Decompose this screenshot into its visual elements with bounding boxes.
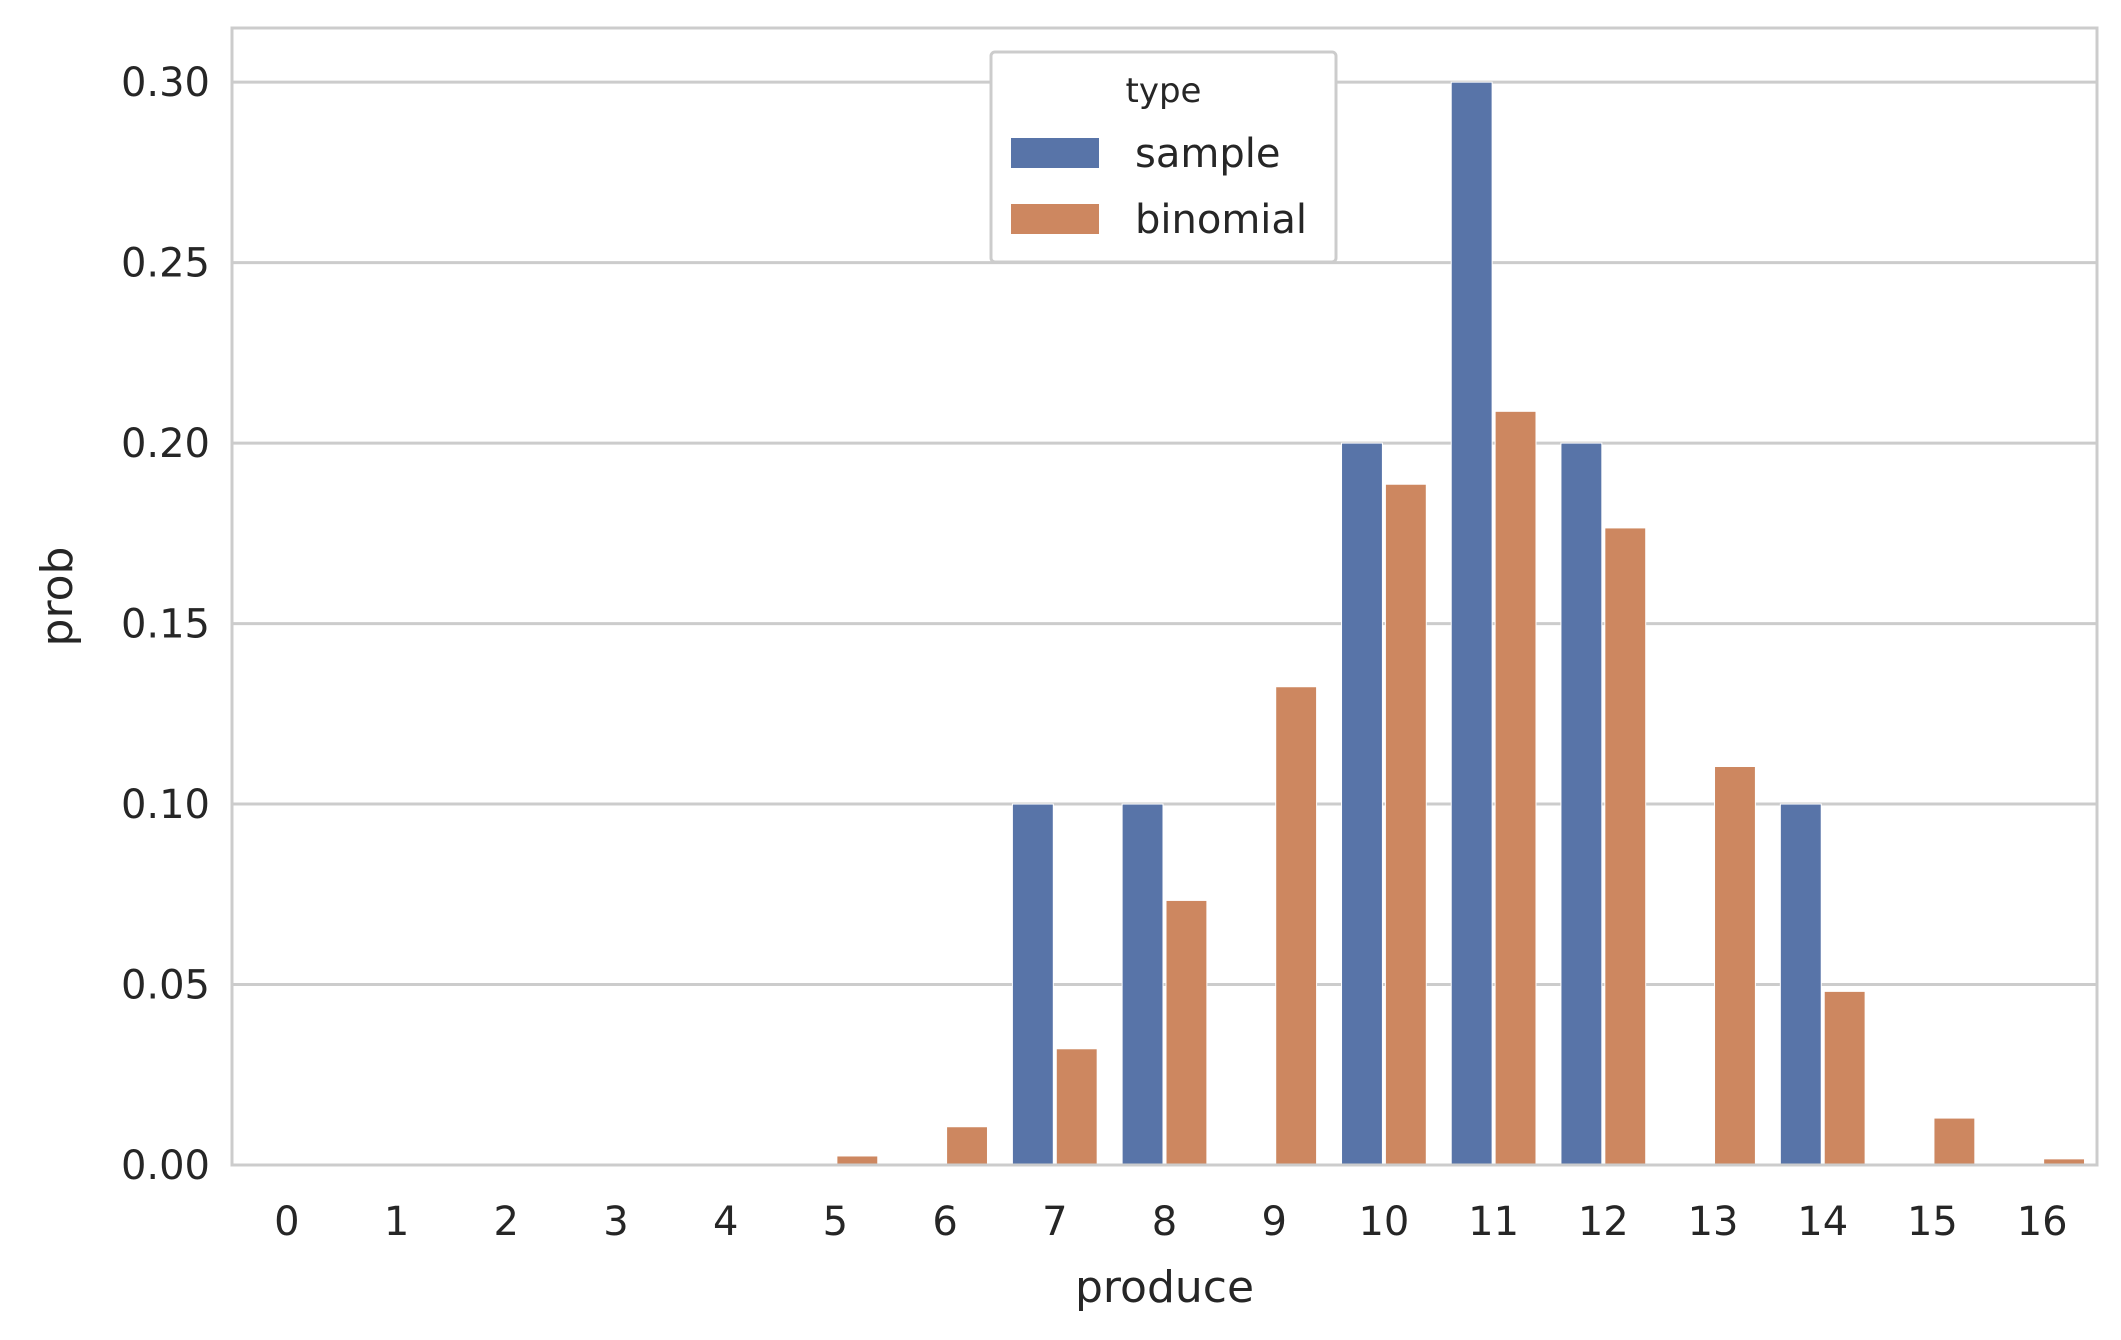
y-tick-label: 0.30: [121, 60, 210, 106]
x-tick-label: 6: [932, 1199, 957, 1245]
bar-sample-14: [1779, 803, 1822, 1166]
legend-swatch-binomial: [1011, 204, 1099, 234]
bar-sample-11: [1450, 81, 1493, 1166]
legend-swatch-sample: [1011, 138, 1099, 168]
x-tick-label: 1: [384, 1199, 409, 1245]
x-tick-label: 16: [2017, 1199, 2068, 1245]
bar-binomial-11: [1494, 410, 1537, 1166]
bar-sample-8: [1121, 803, 1164, 1166]
x-tick-label: 10: [1358, 1199, 1409, 1245]
x-tick-label: 5: [823, 1199, 848, 1245]
x-tick-label: 2: [494, 1199, 519, 1245]
plot-frame: [230, 26, 2099, 1167]
x-tick-label: 13: [1688, 1199, 1739, 1245]
bar-binomial-15: [1933, 1117, 1976, 1166]
legend-label-binomial: binomial: [1135, 197, 1307, 243]
bar-binomial-12: [1604, 527, 1647, 1166]
x-tick-label: 7: [1042, 1199, 1067, 1245]
x-tick-label: 12: [1578, 1199, 1629, 1245]
y-axis-label: prob: [32, 547, 83, 647]
x-tick-label: 8: [1152, 1199, 1177, 1245]
legend-title: type: [1126, 71, 1202, 111]
y-tick-label: 0.25: [121, 241, 210, 287]
bar-binomial-7: [1055, 1048, 1098, 1166]
x-tick-label: 15: [1907, 1199, 1958, 1245]
x-tick-label: 0: [274, 1199, 299, 1245]
bar-binomial-14: [1823, 990, 1866, 1166]
y-tick-label: 0.10: [121, 782, 210, 828]
y-tick-labels: 0.00 0.05 0.10 0.15 0.20 0.25 0.30: [121, 60, 210, 1189]
x-tick-label: 9: [1261, 1199, 1286, 1245]
y-tick-label: 0.05: [121, 963, 210, 1009]
x-tick-label: 14: [1797, 1199, 1848, 1245]
bar-binomial-9: [1275, 686, 1318, 1166]
y-tick-label: 0.20: [121, 421, 210, 467]
x-tick-label: 11: [1468, 1199, 1519, 1245]
bar-binomial-10: [1384, 483, 1427, 1166]
bar-sample-7: [1011, 803, 1054, 1166]
x-tick-label: 4: [713, 1199, 738, 1245]
x-tick-label: 3: [603, 1199, 628, 1245]
y-tick-label: 0.00: [121, 1143, 210, 1189]
x-axis-label: produce: [1075, 1262, 1254, 1313]
y-tick-label: 0.15: [121, 602, 210, 648]
bar-sample-12: [1560, 442, 1603, 1166]
bar-sample-10: [1341, 442, 1383, 1166]
legend: type sample binomial: [989, 50, 1338, 264]
bar-binomial-13: [1714, 766, 1756, 1166]
bar-binomial-8: [1165, 899, 1208, 1166]
bar-binomial-6: [946, 1126, 988, 1166]
x-tick-labels: 0 1 2 3 4 5 6 7 8 9 10 11 12 13 14 15 16: [274, 1199, 2067, 1245]
legend-label-sample: sample: [1135, 131, 1280, 177]
